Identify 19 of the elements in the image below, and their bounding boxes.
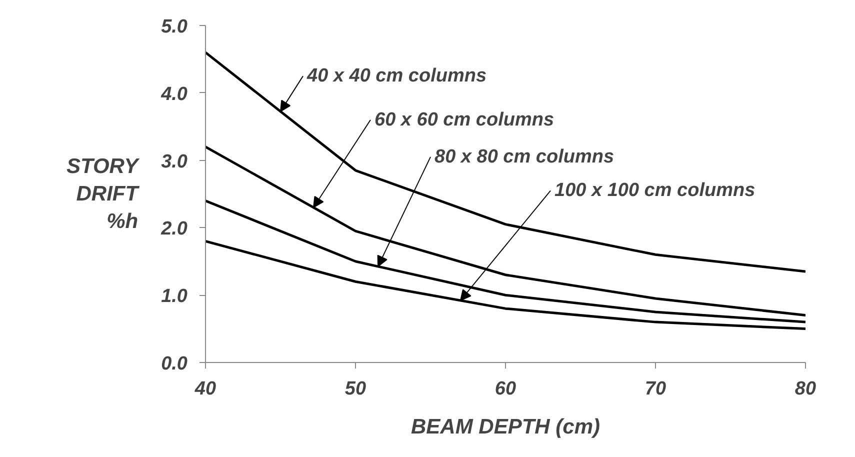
x-tick-label: 40 bbox=[194, 378, 216, 400]
line-series bbox=[206, 146, 806, 317]
text: 80 x 80 cm columns bbox=[434, 146, 614, 168]
y-tick-label: 4.0 bbox=[160, 84, 188, 105]
y-tick-label: 2.0 bbox=[160, 218, 188, 240]
y-tick-label: 3.0 bbox=[161, 151, 188, 172]
y-axis-title: STORY DRIFT %h bbox=[66, 154, 140, 234]
x-tick-label: 80 bbox=[794, 378, 816, 400]
x-tick-label: 70 bbox=[644, 378, 666, 400]
x-axis-title: BEAM DEPTH (cm) bbox=[410, 416, 600, 438]
y-tick-label: 1.0 bbox=[161, 286, 188, 308]
text: 100 x 100 cm columns bbox=[554, 180, 756, 202]
text: 60 x 60 cm columns bbox=[374, 109, 554, 130]
y-tick-label: 5.0 bbox=[161, 16, 188, 38]
line-series bbox=[206, 240, 806, 330]
x-tick-label: 60 bbox=[494, 378, 516, 400]
y-tick-label: 0.0 bbox=[161, 354, 188, 374]
series-label: 40 x 40 cm columns bbox=[306, 66, 487, 87]
x-tick-label: 50 bbox=[344, 378, 366, 400]
